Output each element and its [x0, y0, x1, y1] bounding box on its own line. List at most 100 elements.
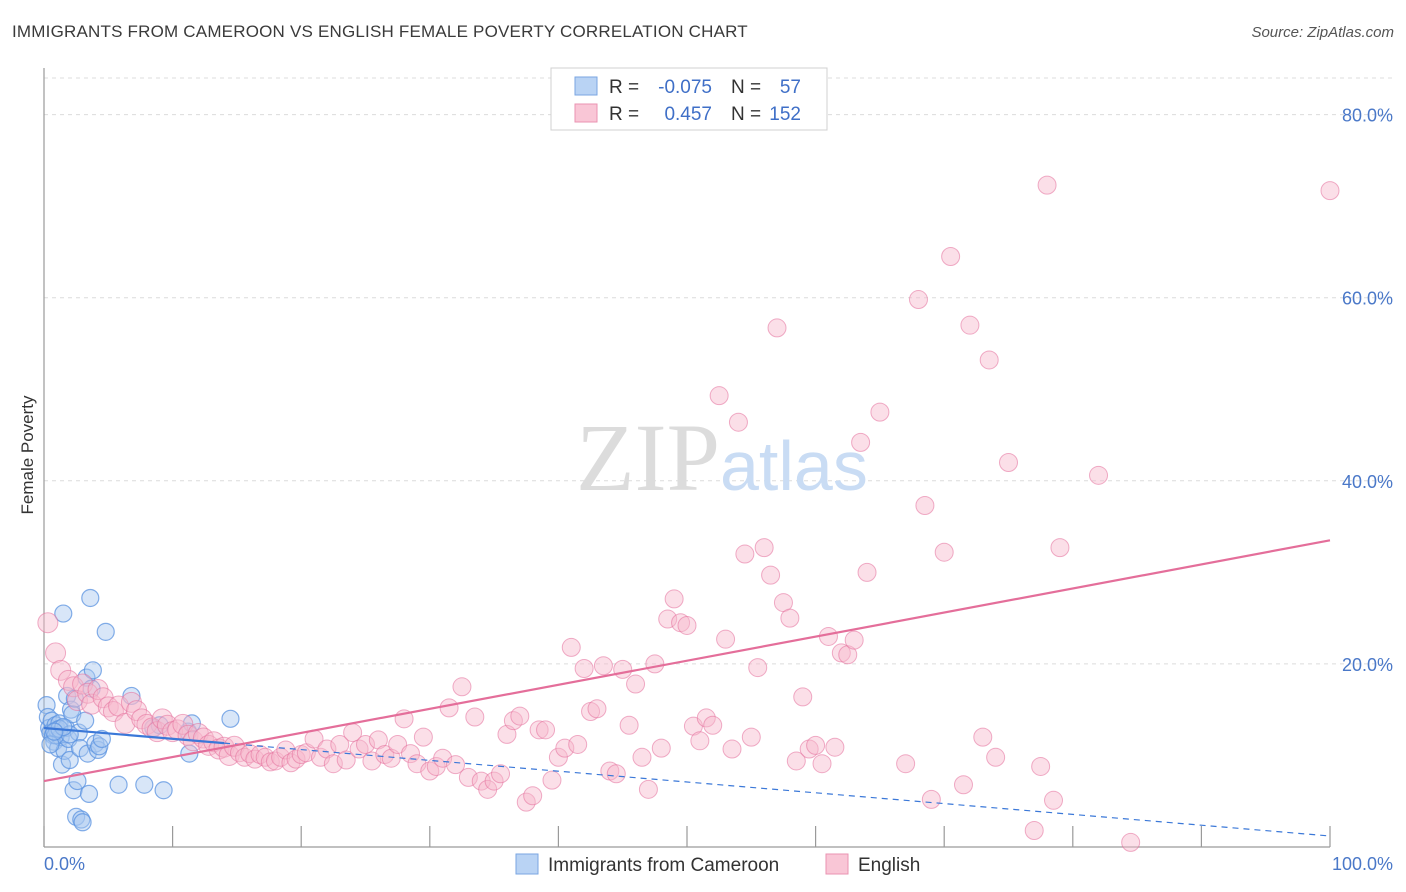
- legend-n-value-2: 152: [769, 104, 801, 125]
- y-tick-label-2: 60.0%: [1342, 289, 1393, 309]
- english-point: [979, 350, 999, 370]
- legend-n-label-1: N =: [731, 77, 761, 98]
- english-point: [529, 720, 549, 740]
- bottom-legend-label-english: English: [858, 855, 920, 876]
- bottom-legend-swatch-cameroon: [515, 853, 539, 875]
- english-point: [870, 402, 890, 422]
- english-point: [240, 744, 260, 764]
- legend-r-value-1: -0.075: [658, 77, 712, 98]
- cameroon-point: [64, 781, 83, 800]
- legend-n-value-1: 57: [780, 77, 801, 98]
- english-point: [780, 608, 800, 628]
- english-point: [568, 734, 588, 754]
- watermark-atlas: atlas: [720, 427, 868, 505]
- english-point: [555, 738, 575, 758]
- cameroon-point: [92, 729, 111, 749]
- english-point: [587, 699, 607, 719]
- english-point: [690, 731, 710, 751]
- y-tick-labels: 20.0% 40.0% 60.0% 80.0%: [1342, 106, 1393, 675]
- english-point: [722, 739, 742, 759]
- bottom-legend-label-cameroon: Immigrants from Cameroon: [548, 855, 779, 876]
- english-point: [844, 630, 864, 650]
- english-point: [851, 432, 871, 452]
- english-point: [413, 727, 433, 747]
- x-tick-max: 100.0%: [1332, 854, 1393, 874]
- english-point: [812, 754, 832, 774]
- english-point: [786, 751, 806, 771]
- english-point: [632, 747, 652, 767]
- english-point: [1050, 538, 1070, 558]
- english-point: [619, 715, 639, 735]
- english-point: [336, 750, 356, 770]
- english-point: [45, 642, 67, 664]
- english-point: [536, 720, 556, 740]
- x-tick-min: 0.0%: [44, 854, 85, 874]
- english-point: [664, 589, 684, 609]
- cameroon-point: [109, 775, 128, 794]
- english-point: [561, 637, 581, 657]
- axes: [43, 68, 1331, 848]
- y-axis-label: Female Poverty: [18, 395, 37, 515]
- cameroon-point: [96, 622, 115, 641]
- english-point: [1024, 821, 1044, 841]
- english-point: [66, 690, 88, 712]
- english-point: [1037, 175, 1057, 195]
- cameroon-point: [221, 709, 240, 728]
- english-point: [260, 752, 280, 772]
- y-tick-label-0: 20.0%: [1342, 655, 1393, 675]
- english-point: [934, 542, 954, 562]
- cameroon-point: [68, 771, 87, 791]
- english-point: [1031, 756, 1051, 776]
- cameroon-point: [54, 717, 73, 737]
- english-point: [896, 754, 916, 774]
- legend-r-label-2: R =: [609, 104, 639, 125]
- english-point: [696, 708, 716, 728]
- english-point: [542, 770, 562, 790]
- english-point: [491, 764, 511, 784]
- watermark-zip: ZIP: [576, 404, 720, 511]
- english-point: [446, 755, 466, 775]
- english-point: [754, 538, 774, 558]
- english-point: [172, 713, 194, 735]
- english-point: [941, 247, 961, 267]
- cameroon-point: [154, 781, 173, 800]
- english-point: [638, 779, 658, 799]
- english-point: [857, 562, 877, 582]
- english-point: [651, 738, 671, 758]
- english-point: [960, 315, 980, 335]
- english-point: [921, 789, 941, 809]
- english-point: [735, 544, 755, 564]
- english-point: [677, 615, 697, 635]
- english-point: [658, 609, 678, 629]
- english-point: [1089, 465, 1109, 485]
- english-point: [593, 656, 613, 676]
- english-point: [613, 659, 633, 679]
- english-point: [761, 565, 781, 585]
- english-point: [1320, 181, 1340, 201]
- english-point: [388, 734, 408, 754]
- legend-swatch-english: [574, 103, 598, 123]
- cameroon-point: [135, 775, 154, 794]
- english-point: [548, 747, 568, 767]
- english-point: [1121, 832, 1141, 852]
- english-point: [1044, 790, 1064, 810]
- bottom-legend-swatch-english: [825, 853, 849, 875]
- english-point: [709, 386, 729, 406]
- english-point: [728, 412, 748, 432]
- cameroon-point: [76, 711, 95, 730]
- grid-lines: [44, 77, 1393, 665]
- legend-r-label-1: R =: [609, 77, 639, 98]
- english-point: [806, 735, 826, 755]
- english-point: [465, 707, 485, 727]
- english-point: [999, 453, 1018, 472]
- english-point: [606, 764, 626, 784]
- series-english-points: [37, 175, 1340, 852]
- cameroon-point: [90, 737, 109, 756]
- english-point: [953, 775, 973, 795]
- english-point: [458, 767, 478, 787]
- legend-swatch-cameroon: [574, 76, 598, 96]
- cameroon-point: [54, 604, 73, 623]
- chart-title: IMMIGRANTS FROM CAMEROON VS ENGLISH FEMA…: [12, 22, 748, 41]
- english-point: [401, 744, 421, 764]
- y-tick-label-1: 40.0%: [1342, 472, 1393, 492]
